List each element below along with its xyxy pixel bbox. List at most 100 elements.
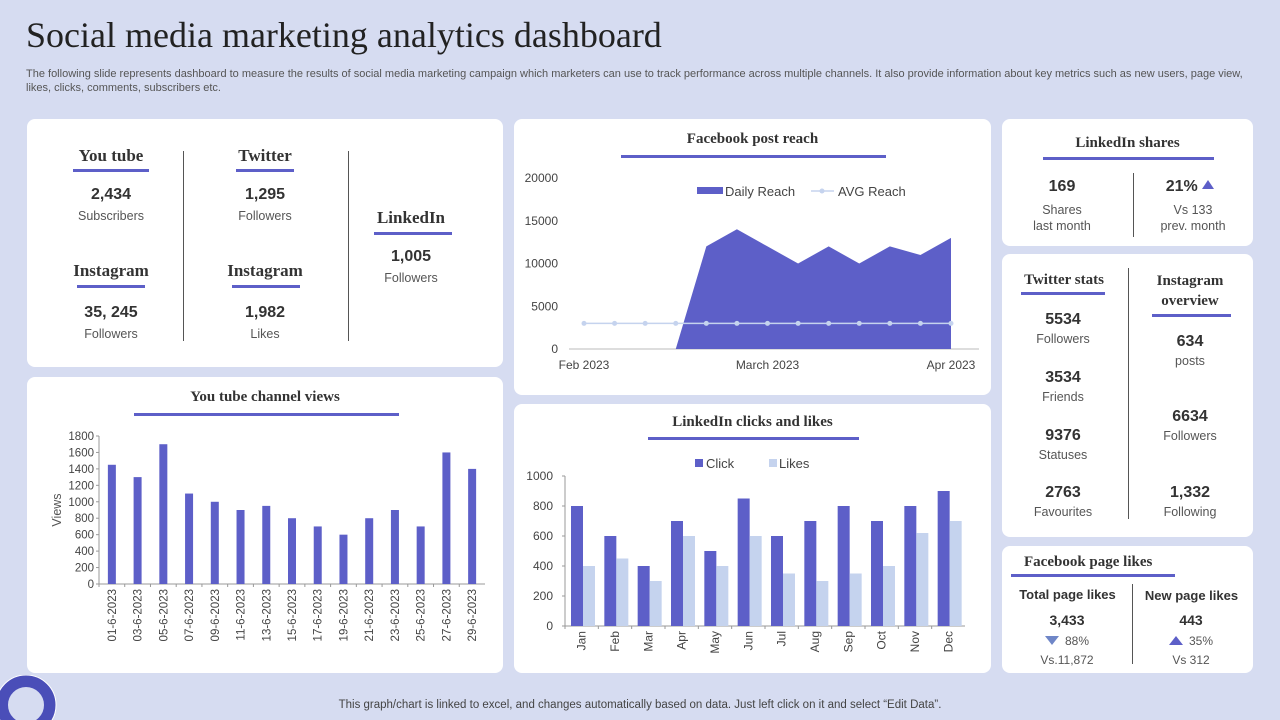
twitter-followers-value: 1,295 (244, 186, 286, 203)
y-tick-label: 400 (533, 559, 553, 573)
decorative-ring-icon (0, 675, 57, 720)
linkedin-clicks-card: LinkedIn clicks and likes 0 200 400 600 800 1… (514, 404, 991, 673)
twitter-stat-label: Favourites (1033, 505, 1093, 519)
facebook-reach-title: Facebook post reach (686, 131, 819, 147)
avg-reach-point (948, 320, 954, 326)
legend-click-label: Click (706, 456, 735, 471)
bar (313, 526, 322, 584)
y-tick-label: 20000 (525, 171, 559, 185)
twitter-stat-label: Statuses (1038, 448, 1088, 462)
x-tick-label: 05-6-2023 (158, 589, 170, 641)
legend-likes-swatch (769, 459, 777, 467)
total-page-likes-label: Total page likes (1019, 587, 1116, 602)
avg-reach-point (642, 320, 648, 326)
x-tick-label: May (708, 631, 722, 654)
twitter-stats-underline (1021, 292, 1105, 295)
linkedin-shares-title: LinkedIn shares (1075, 135, 1180, 151)
shares-value: 169 (1048, 178, 1076, 195)
twitter-stat-label: Followers (1036, 332, 1090, 346)
shares-label-period: last month (1033, 219, 1091, 233)
bar-click (571, 506, 583, 626)
bar-likes (816, 581, 829, 626)
y-tick-label: 600 (75, 530, 94, 542)
y-tick-label: 1000 (526, 469, 553, 483)
twitter-heading: Twitter (238, 146, 292, 165)
bar-likes (949, 521, 962, 626)
x-tick-label: Feb (608, 631, 622, 652)
bar-click (837, 506, 850, 626)
y-tick-label: 800 (533, 499, 553, 513)
bar (185, 493, 194, 584)
shares-growth: 21% (1140, 178, 1240, 196)
total-page-likes-pct: 88% (1064, 634, 1090, 648)
bar-click (871, 521, 883, 626)
y-tick-label: 0 (546, 619, 553, 633)
twitter-stat-label: Friends (1042, 390, 1084, 404)
instagram-likes-underline (232, 285, 300, 288)
legend-likes-label: Likes (779, 456, 810, 471)
instagram-stat-value: 1,332 (1169, 484, 1211, 501)
bar (262, 505, 271, 584)
avg-reach-point (612, 320, 618, 326)
linkedin-clicks-title: LinkedIn clicks and likes (672, 414, 833, 430)
total-page-likes-change: 88% (1017, 634, 1117, 648)
legend-avg-reach-marker (819, 188, 825, 194)
instagram-stat-label: posts (1175, 354, 1205, 368)
bar-click (904, 506, 917, 626)
instagram-followers-label: Followers (84, 327, 138, 341)
avg-reach-point (826, 320, 832, 326)
bar (468, 468, 477, 584)
y-tick-label: 200 (533, 589, 553, 603)
bar (365, 518, 374, 584)
bar-likes (916, 533, 929, 626)
x-tick-label: Jul (775, 631, 789, 646)
avg-reach-point (581, 320, 587, 326)
shares-compare-period: prev. month (1160, 219, 1226, 233)
facebook-page-likes-card: Facebook page likes Total page likes 3,4… (1002, 546, 1253, 673)
y-tick-label: 800 (75, 513, 94, 525)
twitter-stat-value: 9376 (1045, 427, 1081, 444)
youtube-subscribers-label: Subscribers (78, 209, 144, 223)
facebook-reach-chart: 0 5000 10000 15000 20000 Feb 2023 March 2023 Ap… (525, 171, 979, 372)
page-title: Social media marketing analytics dashboa… (26, 15, 662, 55)
linkedin-shares-underline (1043, 157, 1214, 160)
bar-likes (616, 558, 629, 626)
x-tick-label: 09-6-2023 (210, 589, 222, 641)
avg-reach-point (795, 320, 801, 326)
instagram-heading: Instagram (73, 261, 149, 280)
x-tick-label: 11-6-2023 (236, 589, 248, 641)
instagram-likes-label: Likes (250, 327, 280, 341)
bar (442, 452, 451, 584)
bar-likes (683, 536, 695, 626)
instagram-stat-label: Followers (1163, 429, 1217, 443)
divider (1133, 173, 1134, 237)
shares-growth-value: 21% (1165, 178, 1198, 195)
instagram-likes-heading: Instagram (227, 261, 303, 280)
x-tick-label: 27-6-2023 (441, 589, 453, 641)
y-tick-label: 10000 (525, 257, 559, 271)
x-tick-label: Mar (641, 631, 655, 652)
divider (183, 151, 184, 341)
bar-click (937, 491, 950, 626)
total-page-likes-value: 3,433 (1049, 612, 1085, 628)
youtube-subscribers-value: 2,434 (90, 186, 132, 203)
bar-click (771, 536, 783, 626)
twitter-stat-value: 5534 (1045, 311, 1081, 328)
triangle-down-icon (1044, 636, 1059, 645)
x-tick-label: 15-6-2023 (287, 589, 299, 641)
facebook-page-likes-underline (1011, 574, 1175, 577)
instagram-overview-title: Instagram (1156, 273, 1224, 289)
x-tick-label: 23-6-2023 (390, 589, 402, 641)
x-tick-label: Nov (908, 631, 922, 652)
bar (210, 501, 219, 584)
youtube-views-title: You tube channel views (190, 389, 340, 405)
x-tick-label: Feb 2023 (559, 358, 610, 372)
youtube-heading: You tube (78, 146, 144, 165)
y-tick-label: 1400 (68, 464, 94, 476)
y-tick-label: 600 (533, 529, 553, 543)
twitter-followers-label: Followers (238, 209, 292, 223)
divider (348, 151, 349, 341)
bar (107, 464, 116, 584)
x-tick-label: 19-6-2023 (338, 589, 350, 641)
twitter-stat-value: 3534 (1045, 369, 1081, 386)
